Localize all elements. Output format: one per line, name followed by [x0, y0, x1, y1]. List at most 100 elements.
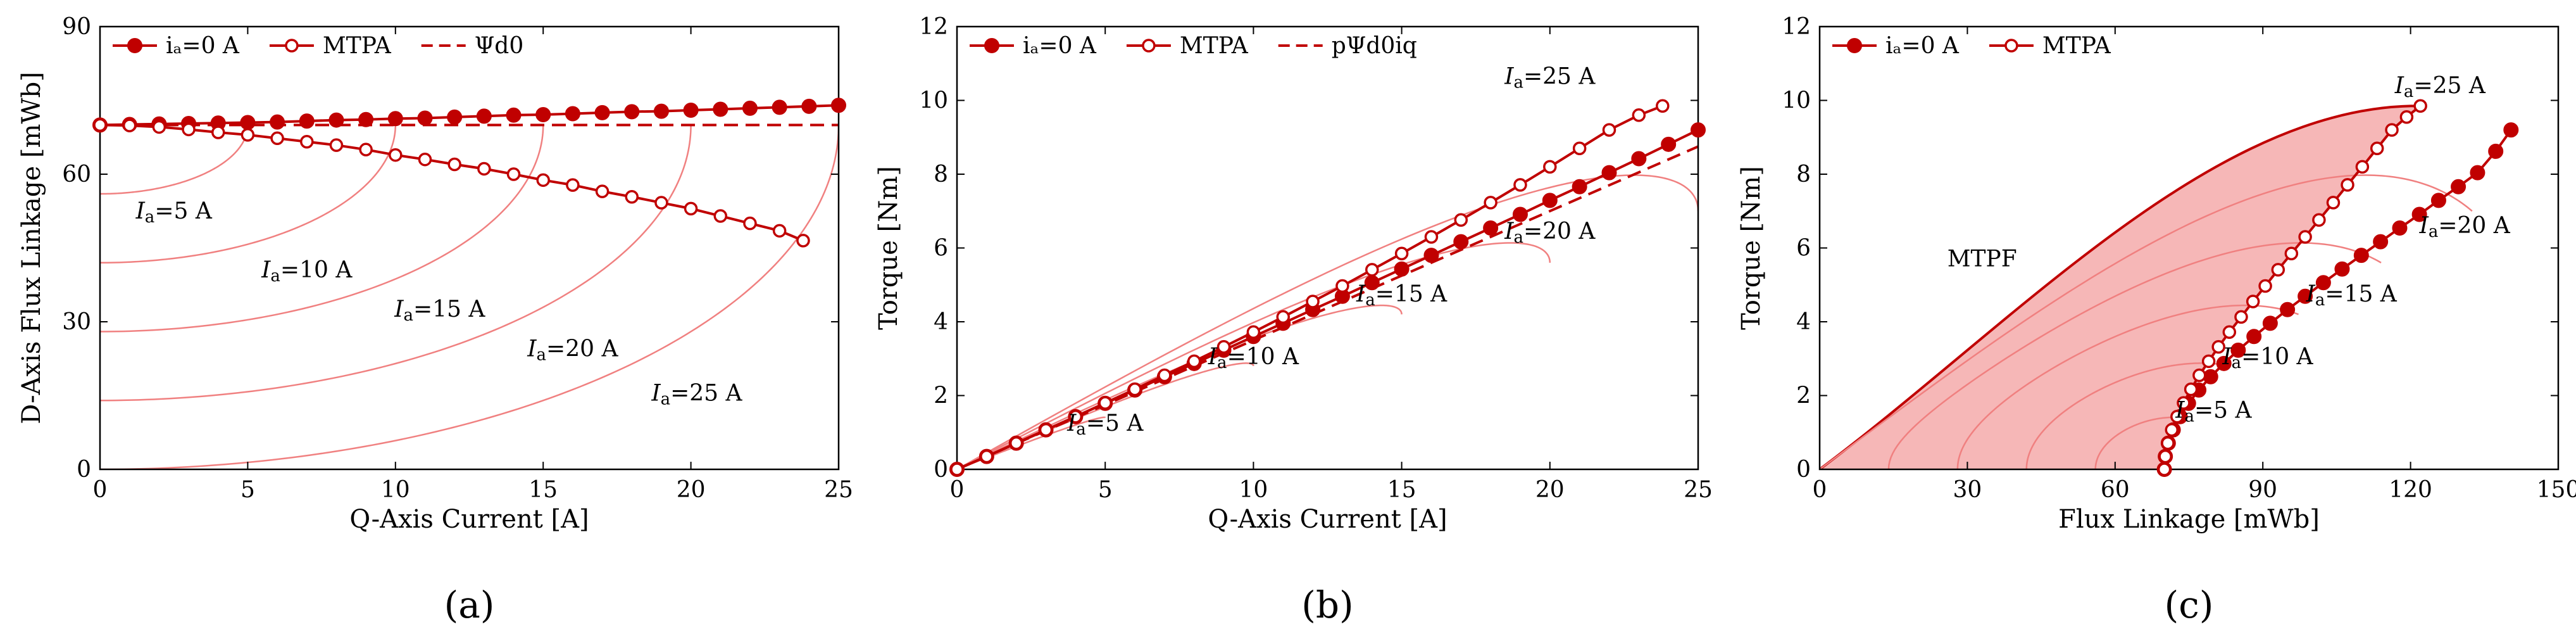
- legend-swatch-marker: [285, 39, 299, 53]
- y-tick-label: 60: [62, 162, 91, 187]
- id0-point: [270, 114, 285, 130]
- y-axis-label: Torque [Nm]: [1737, 166, 1766, 330]
- mtpa-point: [625, 189, 639, 204]
- panel-c: 0 30 60 90 120 150 0 2 4 6 8 10 12 Flux Linkage [mWb]…: [1737, 14, 2576, 626]
- y-tick-label: 4: [1796, 309, 1811, 335]
- y-tick-label: 8: [1796, 162, 1811, 187]
- x-tick-label: 150: [2537, 477, 2576, 503]
- current-label: Ia=15 A: [2306, 281, 2398, 310]
- id0-point: [535, 107, 551, 123]
- mtpa-point: [2385, 123, 2399, 137]
- legend: iₐ=0 A MTPA pΨd0iq: [970, 33, 1417, 59]
- x-axis-label: Q-Axis Current [A]: [1208, 505, 1447, 534]
- id0-point: [594, 105, 610, 120]
- mtpa-point: [1424, 230, 1439, 244]
- id0-point: [1423, 248, 1439, 263]
- x-axis-label: Flux Linkage [mWb]: [2058, 505, 2320, 534]
- mtpa-point: [2370, 141, 2384, 155]
- mtpa-point: [241, 128, 255, 142]
- id0-point: [1572, 179, 1587, 194]
- mtpa-point: [2413, 99, 2427, 113]
- x-tick-label: 5: [241, 477, 255, 503]
- id0-point: [1601, 165, 1617, 181]
- current-circle-10a: [2025, 362, 2230, 469]
- mtpa-point: [2355, 160, 2370, 174]
- mtpa-point: [1246, 325, 1261, 340]
- current-label: Ia=10 A: [2222, 344, 2313, 372]
- x-tick-label: 120: [2389, 477, 2432, 503]
- mtpa-point: [1454, 213, 1468, 227]
- mtpa-point: [2170, 409, 2184, 424]
- mtpa-point: [950, 462, 964, 476]
- mtpa-point: [122, 118, 137, 132]
- y-tick-label: 6: [934, 236, 948, 262]
- mtpa-point: [152, 120, 166, 134]
- id0-point: [476, 108, 492, 124]
- mtpa-point: [1128, 382, 1142, 397]
- y-tick-label: 30: [62, 309, 91, 335]
- id0-point: [1661, 136, 1677, 152]
- legend-label: MTPA: [2042, 33, 2111, 59]
- id0-point: [1394, 261, 1410, 277]
- mtpa-point: [1158, 368, 1172, 383]
- mtpa-point: [2184, 382, 2198, 397]
- mtpa-point: [2341, 178, 2354, 192]
- x-tick-label: 15: [1387, 477, 1416, 503]
- mtpa-point: [1513, 178, 1527, 192]
- plot-frame: [99, 25, 840, 471]
- y-tick-label: 0: [77, 457, 91, 483]
- y-tick-label: 10: [919, 88, 948, 114]
- legend-label: MTPA: [1180, 33, 1249, 59]
- mtpa-point: [743, 216, 757, 231]
- id0-point: [2334, 261, 2350, 277]
- y-tick-label: 2: [934, 383, 948, 409]
- mtpa-point: [2284, 246, 2299, 260]
- id0-point: [2280, 301, 2296, 317]
- legend-swatch-marker: [127, 38, 142, 53]
- y-tick-label: 12: [919, 14, 948, 40]
- mtpa-point: [1365, 263, 1379, 277]
- mtpa-point: [1335, 279, 1349, 293]
- id0-point: [506, 107, 522, 123]
- mtpa-point: [2246, 295, 2260, 308]
- current-label: Ia=25 A: [651, 380, 742, 409]
- mtpa-point: [329, 138, 344, 152]
- id0-point: [683, 103, 699, 118]
- current-label: Ia=5 A: [135, 198, 213, 227]
- current-circle-5a: [2094, 416, 2182, 469]
- mtpa-point: [1656, 99, 1670, 113]
- mtpa-point: [654, 196, 668, 210]
- mtpa-point: [1394, 246, 1409, 260]
- mtpf-annotation: MTPF: [1948, 246, 2017, 272]
- legend: iₐ=0 A MTPA: [1832, 33, 2111, 59]
- legend: iₐ=0 A MTPA Ψd0: [113, 33, 523, 59]
- id0-point: [240, 115, 256, 130]
- id0-point: [1542, 193, 1558, 208]
- mtpa-point: [2161, 436, 2175, 450]
- mtpa-point: [2192, 368, 2206, 383]
- x-tick-label: 0: [950, 477, 965, 503]
- current-circle-5a: [957, 416, 1106, 469]
- x-tick-label: 25: [1684, 477, 1713, 503]
- current-circle-25a: [1820, 174, 2473, 469]
- id0-point: [358, 111, 374, 127]
- id0-point: [447, 109, 463, 125]
- plot-area: [100, 104, 839, 469]
- id0-point: [2430, 193, 2446, 208]
- y-axis-label: D-Axis Flux Linkage [mWb]: [17, 72, 46, 424]
- id0-point: [742, 100, 758, 116]
- id0-point: [2262, 315, 2278, 331]
- id0-point: [713, 101, 728, 117]
- mtpa-point: [1216, 340, 1231, 354]
- current-circle-5a: [100, 125, 249, 195]
- current-label: Ia=10 A: [261, 257, 353, 286]
- mtpa-point: [980, 449, 994, 464]
- mtpa-point: [2201, 354, 2216, 369]
- panel-label: (b): [1301, 583, 1353, 626]
- y-tick-label: 2: [1796, 383, 1811, 409]
- x-tick-label: 10: [381, 477, 410, 503]
- mtpa-point: [2298, 230, 2312, 244]
- mtpa-point: [182, 122, 196, 137]
- y-tick-label: 6: [1796, 236, 1811, 262]
- id0-point: [2488, 143, 2504, 159]
